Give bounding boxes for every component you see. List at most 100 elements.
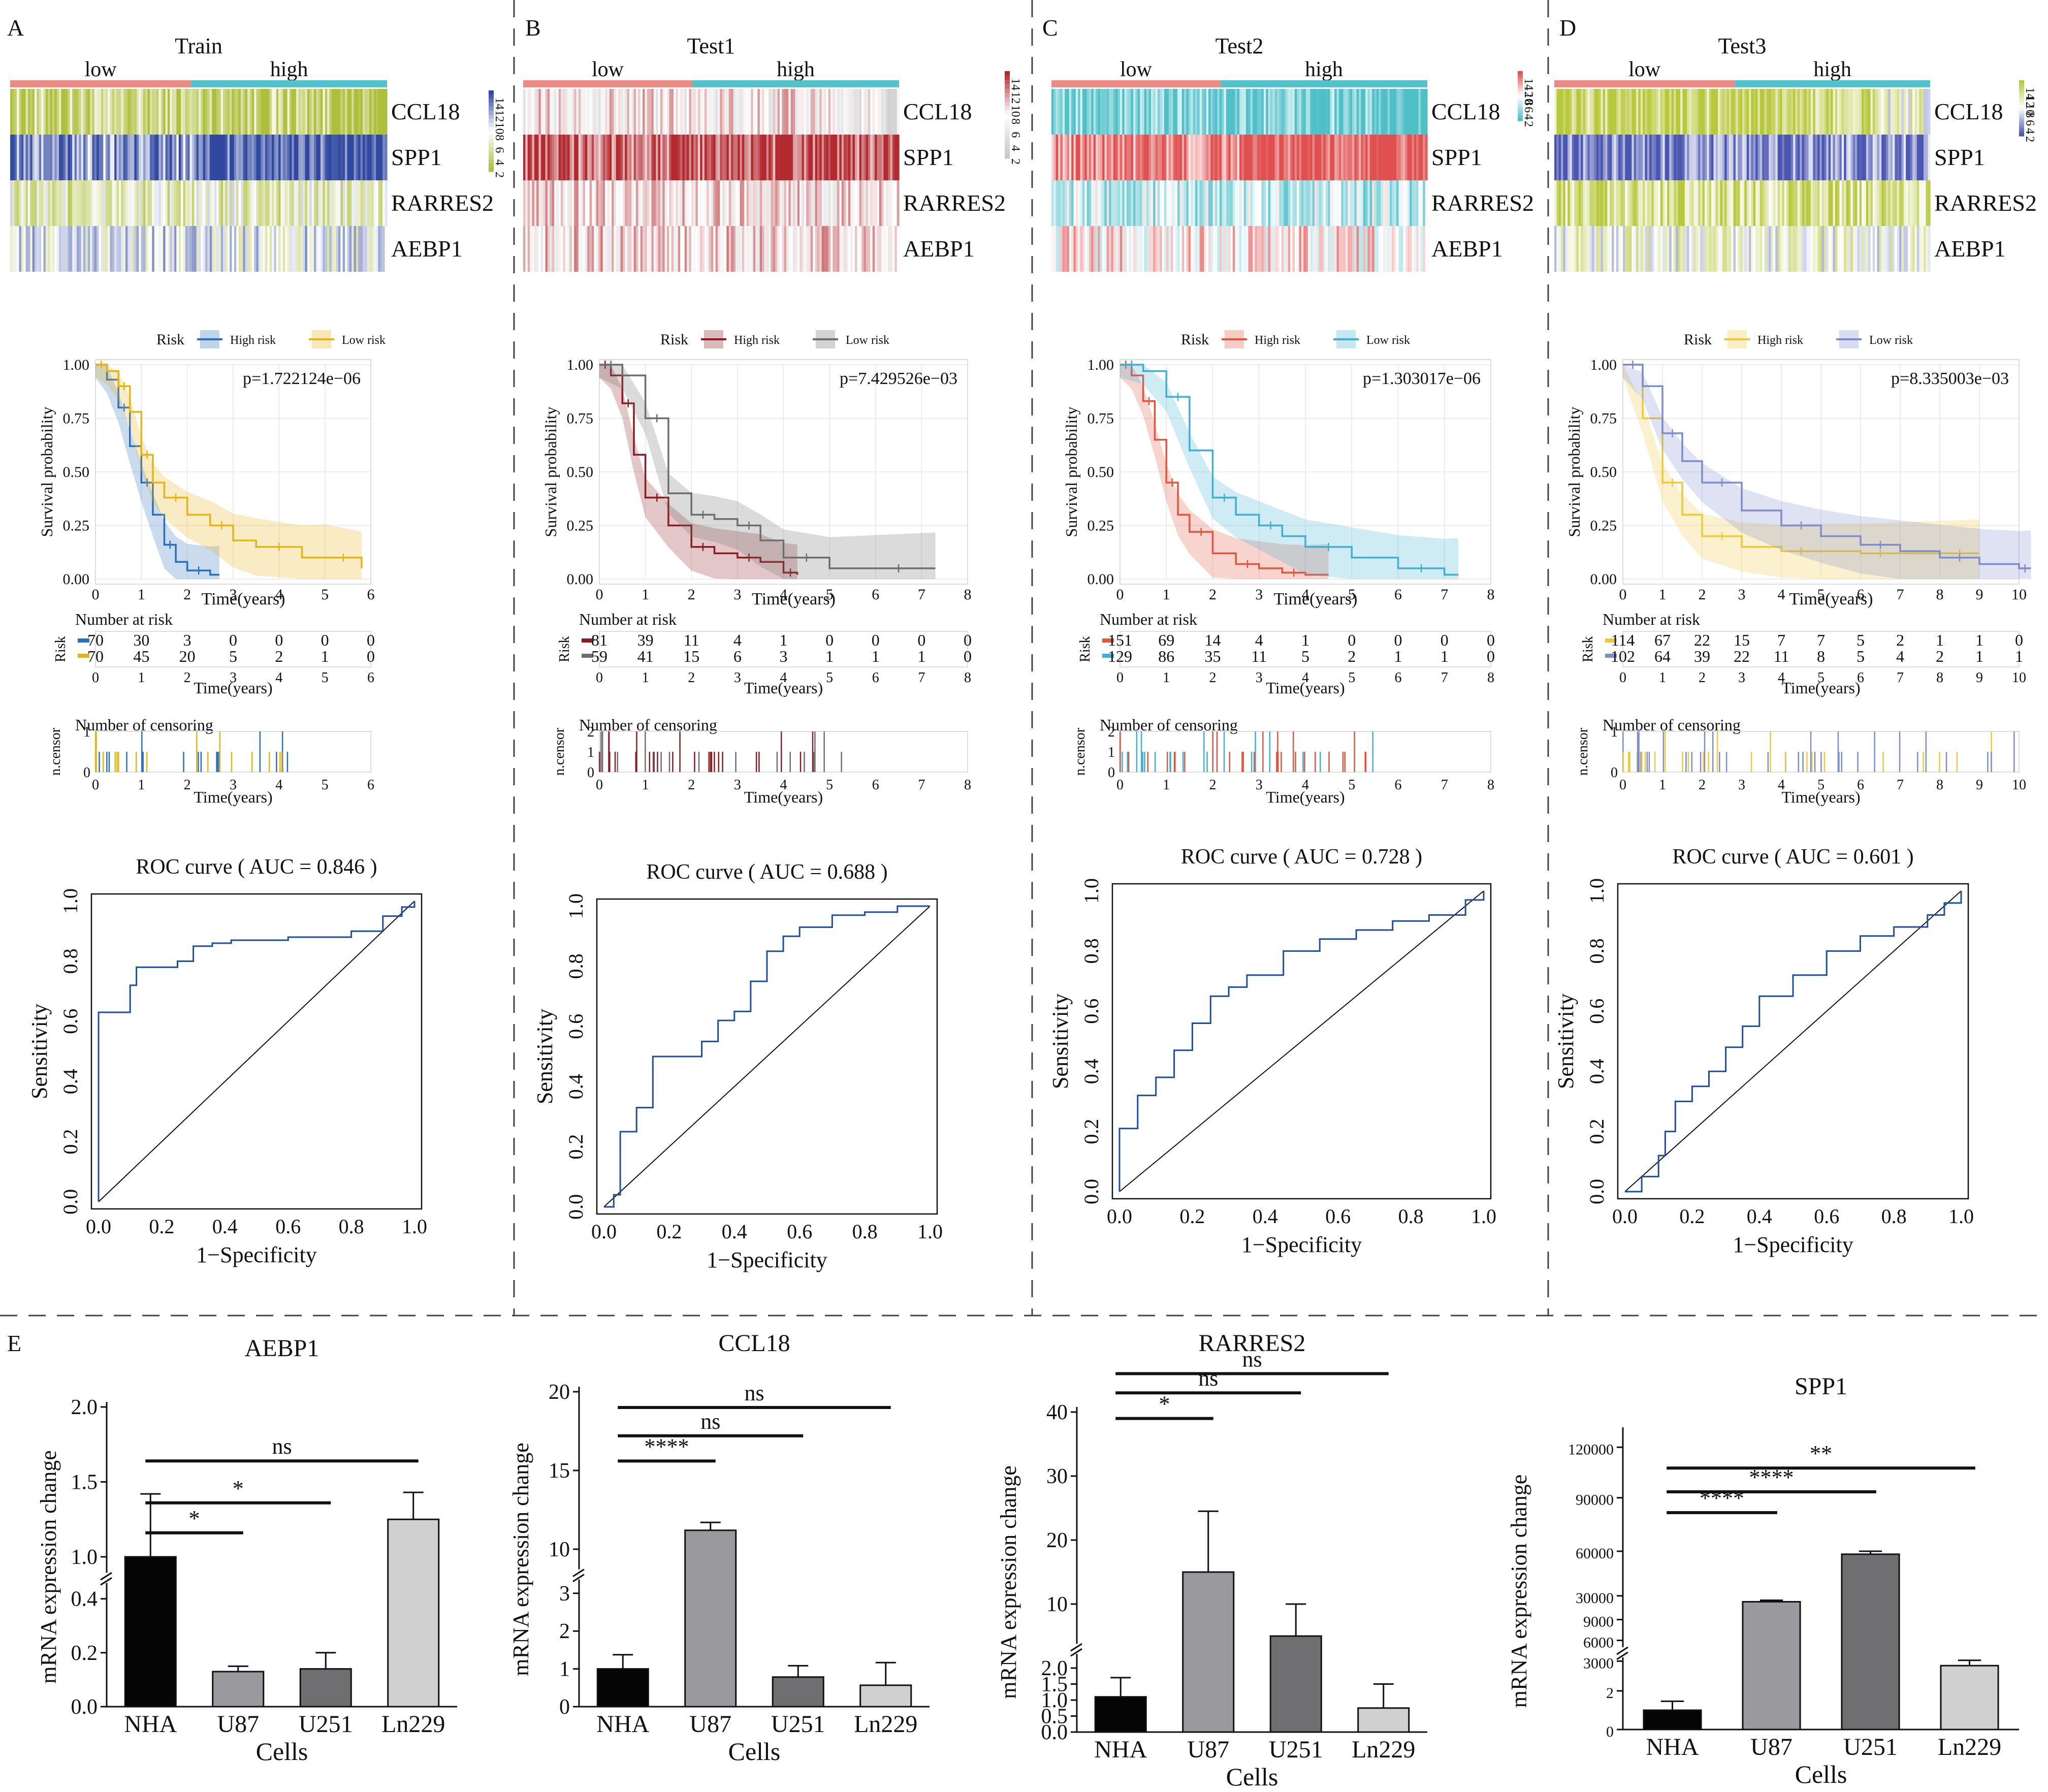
heatmap-cell: [1297, 180, 1300, 226]
heatmap-cell: [552, 180, 555, 226]
heatmap-cell: [87, 180, 90, 226]
heatmap-cell: [1096, 89, 1099, 135]
heatmap-cell: [802, 180, 805, 226]
heatmap-cell: [1307, 135, 1310, 180]
heatmap-cell: [1078, 180, 1081, 226]
heatmap-cell: [81, 89, 84, 135]
heatmap-cell: [99, 89, 102, 135]
heatmap-cell: [813, 180, 816, 226]
risk-count-high: 0: [1394, 631, 1402, 649]
heatmap-cell: [680, 135, 683, 180]
heatmap-cell: [43, 226, 46, 272]
heatmap-cell: [112, 135, 115, 180]
color-legend-tick: 10: [2023, 104, 2036, 116]
heatmap-cell: [638, 180, 641, 226]
heatmap-cell: [287, 89, 290, 135]
heatmap-cell: [782, 226, 785, 272]
heatmap-cell: [1345, 226, 1348, 272]
bar-y-axis-label: mRNA expression change: [508, 1443, 533, 1676]
heatmap-cell: [1398, 135, 1401, 180]
heatmap-cell: [678, 226, 681, 272]
heatmap-cell: [1554, 226, 1557, 272]
heatmap-cell: [1815, 89, 1818, 135]
heatmap-cell: [742, 226, 745, 272]
y-tick-label: 90000: [1576, 1492, 1614, 1509]
heatmap-cell: [30, 226, 33, 272]
heatmap-cell: [775, 135, 778, 180]
heatmap-cell: [607, 180, 610, 226]
heatmap-cell: [1325, 89, 1328, 135]
heatmap-cell: [1277, 135, 1279, 180]
heatmap-cell: [1864, 135, 1867, 180]
heatmap-cell: [1348, 180, 1351, 226]
heatmap-cell: [1700, 135, 1703, 180]
heatmap-cell: [1383, 135, 1386, 180]
heatmap-cell: [1385, 180, 1388, 226]
heatmap-cell: [12, 89, 15, 135]
risk-count-low: 1: [825, 647, 834, 665]
heatmap-cell: [187, 135, 190, 180]
heatmap-cell: [1828, 89, 1831, 135]
heatmap-cell: [629, 89, 632, 135]
heatmap-cell: [620, 89, 623, 135]
legend-low-risk-swatch: [312, 330, 331, 348]
heatmap-cell: [1806, 89, 1809, 135]
y-tick-label: 0: [1606, 1723, 1614, 1740]
risk-count-low: 102: [1611, 647, 1635, 665]
heatmap-cell: [846, 135, 849, 180]
heatmap-cell: [92, 135, 95, 180]
heatmap-cell: [139, 135, 142, 180]
heatmap-cell: [1307, 89, 1310, 135]
heatmap-cell: [707, 135, 710, 180]
heatmap-cell: [1184, 226, 1187, 272]
heatmap-cell: [583, 135, 586, 180]
heatmap-cell: [629, 226, 632, 272]
heatmap-cell: [890, 180, 893, 226]
heatmap-cell: [1614, 89, 1617, 135]
heatmap-cell: [616, 226, 619, 272]
axis-break-gap: [1072, 1644, 1082, 1654]
heatmap-cell: [369, 135, 372, 180]
heatmap-cell: [1272, 226, 1275, 272]
heatmap-cell: [1084, 135, 1087, 180]
x-tick-label: 7: [1897, 586, 1904, 603]
roc-x-tick: 0.2: [656, 1220, 682, 1243]
heatmap-cell: [1133, 135, 1136, 180]
heatmap-cell: [550, 135, 553, 180]
heatmap-cell: [1332, 135, 1335, 180]
heatmap-cell: [1160, 180, 1163, 226]
heatmap-cell: [340, 89, 343, 135]
heatmap-cell: [682, 226, 685, 272]
censor-x-tick: 1: [1163, 777, 1170, 793]
heatmap-cell: [830, 180, 834, 226]
heatmap-cell: [1418, 226, 1421, 272]
heatmap-cell: [1219, 180, 1222, 226]
heatmap-cell: [877, 226, 880, 272]
heatmap-cell: [1784, 226, 1787, 272]
heatmap-cell: [638, 89, 641, 135]
heatmap-cell: [1846, 135, 1849, 180]
bar-y-axis-label: mRNA expression change: [1507, 1475, 1531, 1708]
heatmap-cell: [236, 89, 239, 135]
heatmap-cell: [1281, 180, 1284, 226]
heatmap-cell: [48, 180, 51, 226]
heatmap-cell: [1336, 226, 1339, 272]
heatmap-cell: [165, 180, 168, 226]
heatmap-cell: [172, 226, 175, 272]
heatmap-cell: [356, 180, 359, 226]
heatmap-cell: [620, 226, 623, 272]
heatmap-cell: [170, 135, 173, 180]
heatmap-cell: [1217, 89, 1220, 135]
heatmap-cell: [1914, 226, 1917, 272]
heatmap-cell: [305, 180, 308, 226]
heatmap-cell: [612, 89, 615, 135]
heatmap-cell: [191, 89, 195, 135]
heatmap-cell: [1405, 135, 1408, 180]
heatmap-cell: [1731, 135, 1734, 180]
x-tick-label: 5: [1817, 586, 1825, 603]
risk-count-high: 0: [229, 631, 237, 649]
heatmap-cell: [885, 89, 888, 135]
heatmap-cell: [1359, 89, 1362, 135]
heatmap-cell: [633, 180, 636, 226]
heatmap-cell: [821, 135, 824, 180]
